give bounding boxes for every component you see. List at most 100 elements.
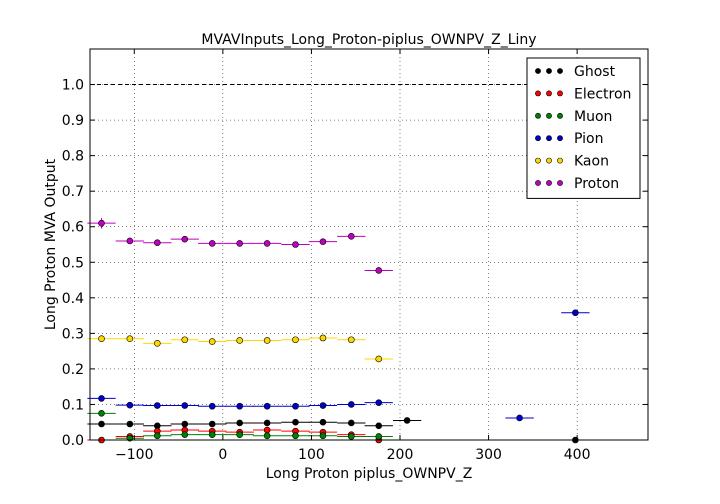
data-point xyxy=(263,432,271,440)
data-point xyxy=(181,402,189,409)
data-point xyxy=(236,431,243,438)
data-point xyxy=(98,219,105,227)
data-point xyxy=(319,418,327,426)
data-point xyxy=(236,419,243,427)
data-point xyxy=(263,337,271,344)
legend-marker xyxy=(546,112,552,119)
chart-title: MVAVInputs_Long_Proton-piplus_OWNPV_Z_Li… xyxy=(201,32,536,48)
data-point xyxy=(375,422,383,430)
legend-marker xyxy=(535,180,541,186)
legend-marker xyxy=(546,68,552,74)
data-point xyxy=(319,432,327,440)
data-point xyxy=(516,414,523,422)
y-tick-label: 0.6 xyxy=(62,220,84,236)
legend-marker xyxy=(535,157,541,164)
axis-ticks: −100 0 100 200 300 400 0.0 0.1 0.2 0.3 0.4 0.5 0.6 0.… xyxy=(62,49,648,463)
x-tick-label: 200 xyxy=(387,447,414,463)
series-pion xyxy=(87,309,590,422)
legend-marker xyxy=(535,135,541,142)
data-point xyxy=(181,431,189,438)
data-point xyxy=(263,419,271,427)
legend-label: Ghost xyxy=(574,64,616,80)
y-tick-label: 0.9 xyxy=(62,113,84,129)
data-point xyxy=(126,335,134,342)
data-point xyxy=(154,432,161,440)
legend-marker xyxy=(557,180,563,186)
data-point xyxy=(263,240,271,247)
data-point xyxy=(208,420,216,428)
legend-label: Kaon xyxy=(574,154,609,170)
y-tick-label: 0.0 xyxy=(62,433,84,449)
legend-marker xyxy=(546,90,552,97)
data-point xyxy=(347,336,355,344)
data-point xyxy=(319,334,327,342)
series-proton xyxy=(87,217,393,274)
data-point xyxy=(126,420,134,428)
legend-marker xyxy=(535,90,541,97)
x-tick-label: 300 xyxy=(475,447,502,463)
data-point xyxy=(236,402,243,410)
data-point xyxy=(154,340,161,347)
y-tick-label: 1.0 xyxy=(62,78,84,94)
data-point xyxy=(375,267,383,274)
data-point xyxy=(572,309,579,317)
legend: Ghost Electron Muon Pion Kaon Proton xyxy=(526,57,641,199)
data-point xyxy=(98,410,105,417)
data-point xyxy=(98,395,105,402)
data-point xyxy=(347,433,355,440)
data-point xyxy=(292,418,299,426)
legend-label: Electron xyxy=(574,86,631,102)
y-axis-title: Long Proton MVA Output xyxy=(43,158,59,330)
axes-frame xyxy=(89,48,649,441)
legend-label: Muon xyxy=(574,109,612,125)
x-axis-title: Long Proton piplus_OWNPV_Z xyxy=(266,466,473,482)
data-point xyxy=(347,233,355,240)
legend-marker xyxy=(535,68,541,74)
series-ghost xyxy=(87,417,590,444)
data-point xyxy=(347,419,355,427)
data-point xyxy=(98,335,105,342)
data-point xyxy=(208,240,216,247)
data-point xyxy=(292,241,299,248)
data-series-group xyxy=(87,217,590,444)
data-point xyxy=(292,402,299,410)
x-tick-label: −100 xyxy=(115,447,153,463)
data-point xyxy=(208,431,216,438)
legend-marker xyxy=(557,135,563,142)
data-point xyxy=(208,402,216,410)
y-tick-label: 0.2 xyxy=(62,362,84,378)
x-tick-label: 400 xyxy=(564,447,591,463)
series-kaon xyxy=(87,334,393,363)
data-point xyxy=(154,239,161,247)
data-point xyxy=(292,432,299,440)
legend-box xyxy=(526,57,641,199)
data-point xyxy=(154,402,161,409)
legend-marker xyxy=(557,90,563,97)
data-point xyxy=(236,337,243,344)
data-point xyxy=(403,417,411,424)
data-point xyxy=(126,237,134,245)
data-point xyxy=(126,401,134,409)
data-point xyxy=(375,399,383,406)
data-point xyxy=(181,420,189,428)
legend-marker xyxy=(546,135,552,142)
data-point xyxy=(292,336,299,344)
legend-label: Pion xyxy=(574,131,603,147)
y-tick-label: 0.7 xyxy=(62,184,84,200)
data-point xyxy=(98,420,105,428)
y-tick-label: 0.1 xyxy=(62,397,84,413)
y-tick-label: 0.4 xyxy=(62,291,84,307)
legend-label: Proton xyxy=(574,176,619,192)
data-point xyxy=(181,235,189,243)
data-point xyxy=(236,240,243,247)
legend-marker xyxy=(557,157,563,164)
x-tick-label: 100 xyxy=(298,447,325,463)
legend-marker xyxy=(546,157,552,164)
data-point xyxy=(319,238,327,245)
y-tick-label: 0.3 xyxy=(62,326,84,342)
y-tick-label: 0.8 xyxy=(62,149,84,165)
data-point xyxy=(208,338,216,345)
y-tick-label: 0.5 xyxy=(62,255,84,271)
data-point xyxy=(375,355,383,363)
data-point xyxy=(263,402,271,410)
